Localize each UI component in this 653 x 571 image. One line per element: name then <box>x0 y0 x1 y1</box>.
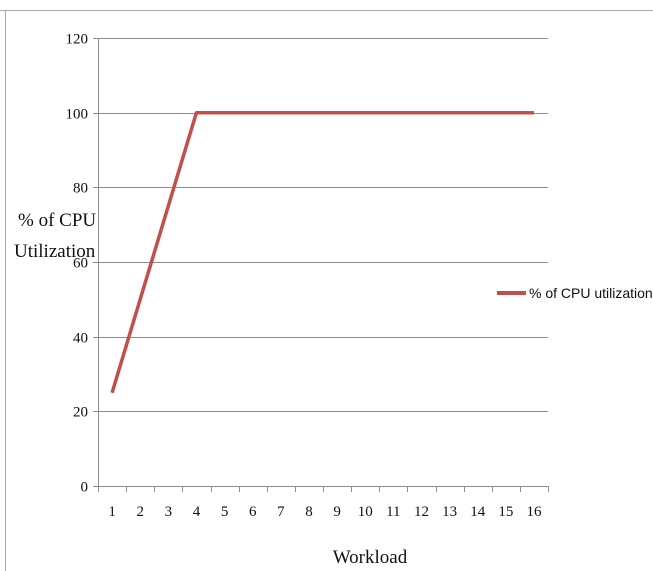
x-tick-label: 12 <box>414 504 429 520</box>
y-axis-title-line-1: % of CPU <box>18 210 96 231</box>
y-tick-label: 0 <box>81 480 89 496</box>
y-axis-title-line-2: Utilization <box>14 241 96 262</box>
x-tick-label: 16 <box>526 504 542 520</box>
y-tick-labels: 0 20 40 60 80 100 120 <box>66 32 89 496</box>
y-tick-label: 80 <box>73 181 88 197</box>
x-tick-label: 10 <box>358 504 373 520</box>
x-tick-label: 9 <box>333 504 341 520</box>
x-tick-label: 1 <box>108 504 116 520</box>
y-tick-label: 100 <box>66 107 89 123</box>
legend: % of CPU utilization <box>497 285 653 301</box>
x-tick-label: 4 <box>193 504 201 520</box>
gridlines <box>98 38 548 412</box>
axes <box>93 38 549 492</box>
legend-label: % of CPU utilization <box>529 285 653 301</box>
x-tick-label: 14 <box>470 504 486 520</box>
y-tick-label: 40 <box>73 331 88 347</box>
y-tick-label: 20 <box>73 405 88 421</box>
x-tick-label: 2 <box>136 504 144 520</box>
y-axis-title: % of CPU Utilization <box>14 210 96 262</box>
y-tick-label: 120 <box>66 32 89 48</box>
chart-frame <box>0 10 653 571</box>
x-tick-labels: 1 2 3 4 5 6 7 8 9 10 11 12 13 14 15 16 <box>108 504 542 520</box>
y-tick-label: 60 <box>73 256 88 272</box>
x-tick-label: 13 <box>442 504 457 520</box>
x-tick-label: 8 <box>305 504 313 520</box>
x-tick-label: 5 <box>221 504 229 520</box>
x-tick-label: 11 <box>386 504 400 520</box>
x-axis-title: Workload <box>333 547 408 568</box>
series-lines <box>110 110 534 394</box>
x-tick-label: 15 <box>498 504 513 520</box>
x-tick-label: 3 <box>165 504 173 520</box>
x-tick-label: 7 <box>277 504 285 520</box>
series-line-0 <box>110 110 534 394</box>
x-tick-label: 6 <box>249 504 257 520</box>
